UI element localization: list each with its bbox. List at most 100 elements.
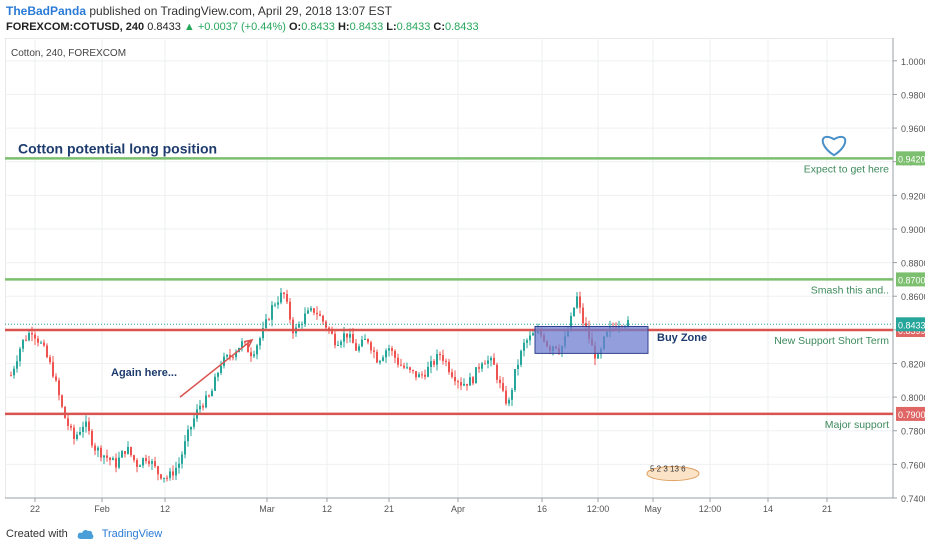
candle-body-down	[289, 301, 291, 320]
candle-body-down	[454, 376, 456, 382]
candle-body-down	[292, 319, 294, 334]
y-tick-label: 1.0000	[901, 57, 925, 67]
tradingview-link[interactable]: TradingView	[101, 528, 163, 540]
candle-body-down	[106, 455, 108, 458]
candle-body-down	[439, 354, 441, 356]
candle-body-down	[283, 292, 285, 294]
candle-body-up	[490, 357, 492, 361]
candle-body-up	[529, 335, 531, 341]
candle-body-down	[373, 350, 375, 352]
candle-body-up	[220, 365, 222, 373]
candle-body-down	[37, 338, 39, 343]
candle-body-down	[133, 455, 135, 461]
candle-body-up	[181, 454, 183, 464]
candle-body-down	[334, 333, 336, 346]
candle-body-down	[31, 333, 33, 335]
candle-body-down	[94, 445, 96, 451]
candle-body-up	[358, 346, 360, 351]
candle-body-up	[151, 461, 153, 464]
tradingview-cloud-icon	[77, 530, 94, 540]
candle-body-down	[61, 395, 63, 407]
candle-body-down	[400, 364, 402, 366]
candle-body-down	[460, 382, 462, 386]
candle-body-up	[226, 355, 228, 357]
candle-body-up	[214, 376, 216, 391]
candle-body-up	[271, 305, 273, 320]
candle-body-up	[361, 339, 363, 347]
candle-body-up	[178, 463, 180, 468]
symbol-info: FOREXCOM:COTUSD, 240 0.8433 ▲ +0.0037 (+…	[6, 21, 479, 33]
candle-body-up	[142, 458, 144, 466]
candle-body-down	[64, 406, 66, 419]
events-badge-text: 5 2 3 13 6	[650, 465, 686, 474]
candle-body-down	[409, 367, 411, 370]
candle-body-down	[109, 457, 111, 461]
candle-body-down	[160, 474, 162, 479]
candle-body-up	[573, 307, 575, 317]
candle-body-up	[406, 367, 408, 369]
candle-body-up	[469, 377, 471, 386]
candle-body-up	[627, 320, 629, 327]
candle-body-down	[49, 357, 51, 363]
candle-body-up	[16, 361, 18, 369]
candle-body-down	[421, 374, 423, 376]
x-tick-label: 12	[160, 504, 170, 514]
candle-body-up	[211, 390, 213, 397]
candle-body-up	[190, 426, 192, 430]
candle-body-down	[424, 374, 426, 377]
candle-body-up	[576, 296, 578, 308]
candle-body-down	[154, 461, 156, 467]
candle-body-up	[163, 477, 165, 479]
level-label: Smash this and..	[811, 284, 889, 296]
candle-body-down	[484, 363, 486, 365]
candle-body-down	[91, 431, 93, 446]
candle-body-up	[112, 458, 114, 461]
annotation-title: Cotton potential long position	[18, 140, 217, 156]
candle-body-down	[313, 308, 315, 313]
candle-body-down	[415, 371, 417, 378]
candle-body-down	[52, 362, 54, 377]
candle-body-up	[280, 292, 282, 303]
x-tick-label: 12:00	[699, 504, 722, 514]
candle-body-down	[157, 466, 159, 475]
low-value: 0.8433	[396, 21, 431, 33]
candle-body-up	[274, 304, 276, 306]
candle-body-up	[508, 399, 510, 404]
candle-body-up	[597, 354, 599, 359]
x-tick-label: 16	[537, 504, 547, 514]
chart-area[interactable]: 0.74000.76000.78000.80000.82000.84000.86…	[4, 37, 929, 516]
candle-body-down	[394, 350, 396, 358]
candle-body-up	[79, 431, 81, 435]
price-tag-bg	[896, 272, 926, 287]
candle-body-up	[118, 457, 120, 468]
author-link[interactable]: TheBadPanda	[6, 4, 87, 18]
low-label: L:	[386, 21, 397, 33]
candle-body-down	[208, 395, 210, 397]
candle-body-down	[403, 365, 405, 368]
close-value: 0.8433	[445, 21, 479, 33]
candle-body-down	[505, 390, 507, 404]
level-label: Major support	[825, 419, 889, 431]
candle-body-down	[100, 447, 102, 458]
candle-body-up	[511, 389, 513, 400]
candle-body-down	[286, 293, 288, 302]
candle-body-down	[67, 418, 69, 426]
candle-body-up	[523, 342, 525, 351]
candle-body-up	[340, 341, 342, 345]
candle-body-down	[148, 460, 150, 464]
candle-body-down	[43, 342, 45, 346]
price-tag-bg	[896, 406, 926, 421]
candle-body-down	[355, 343, 357, 351]
candle-body-down	[124, 451, 126, 454]
candle-body-up	[343, 333, 345, 342]
price-chart[interactable]: 0.74000.76000.78000.80000.82000.84000.86…	[4, 37, 929, 516]
x-tick-label: 21	[384, 504, 394, 514]
current-price-tag-text: 0.8433	[898, 320, 925, 330]
candle-body-down	[145, 458, 147, 461]
candle-body-up	[277, 302, 279, 305]
symbol-label: FOREXCOM:COTUSD, 240	[6, 21, 145, 33]
